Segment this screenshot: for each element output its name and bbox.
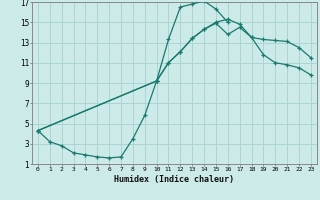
X-axis label: Humidex (Indice chaleur): Humidex (Indice chaleur): [115, 175, 234, 184]
